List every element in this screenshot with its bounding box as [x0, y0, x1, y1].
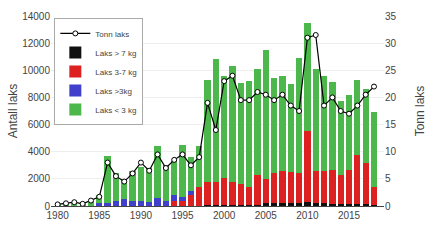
- svg-text:1990: 1990: [130, 210, 153, 221]
- svg-text:30: 30: [385, 38, 397, 49]
- svg-text:10000: 10000: [22, 65, 50, 76]
- svg-text:1980: 1980: [47, 210, 70, 221]
- svg-text:Antall laks: Antall laks: [6, 84, 20, 139]
- svg-text:Laks >3kg: Laks >3kg: [95, 87, 132, 96]
- svg-text:10: 10: [385, 146, 397, 157]
- svg-text:Tonn laks: Tonn laks: [413, 86, 427, 137]
- svg-text:Laks < 3 kg: Laks < 3 kg: [95, 106, 136, 115]
- svg-text:4000: 4000: [28, 146, 51, 157]
- svg-text:0: 0: [44, 201, 50, 212]
- svg-text:14000: 14000: [22, 11, 50, 22]
- svg-text:2000: 2000: [213, 210, 236, 221]
- svg-text:5: 5: [385, 173, 391, 184]
- svg-text:35: 35: [385, 11, 397, 22]
- svg-text:2015: 2015: [338, 210, 361, 221]
- svg-text:8000: 8000: [28, 92, 51, 103]
- svg-text:2005: 2005: [255, 210, 278, 221]
- svg-text:1995: 1995: [171, 210, 194, 221]
- svg-text:Tonn laks: Tonn laks: [95, 30, 129, 39]
- svg-text:25: 25: [385, 65, 397, 76]
- svg-text:0: 0: [385, 201, 391, 212]
- svg-text:12000: 12000: [22, 38, 50, 49]
- svg-text:Laks 3-7 kg: Laks 3-7 kg: [95, 68, 136, 77]
- svg-text:2010: 2010: [296, 210, 319, 221]
- svg-text:1985: 1985: [88, 210, 111, 221]
- svg-text:15: 15: [385, 119, 397, 130]
- svg-text:Laks > 7 kg: Laks > 7 kg: [95, 49, 136, 58]
- svg-text:2000: 2000: [28, 173, 51, 184]
- svg-text:20: 20: [385, 92, 397, 103]
- svg-text:6000: 6000: [28, 119, 51, 130]
